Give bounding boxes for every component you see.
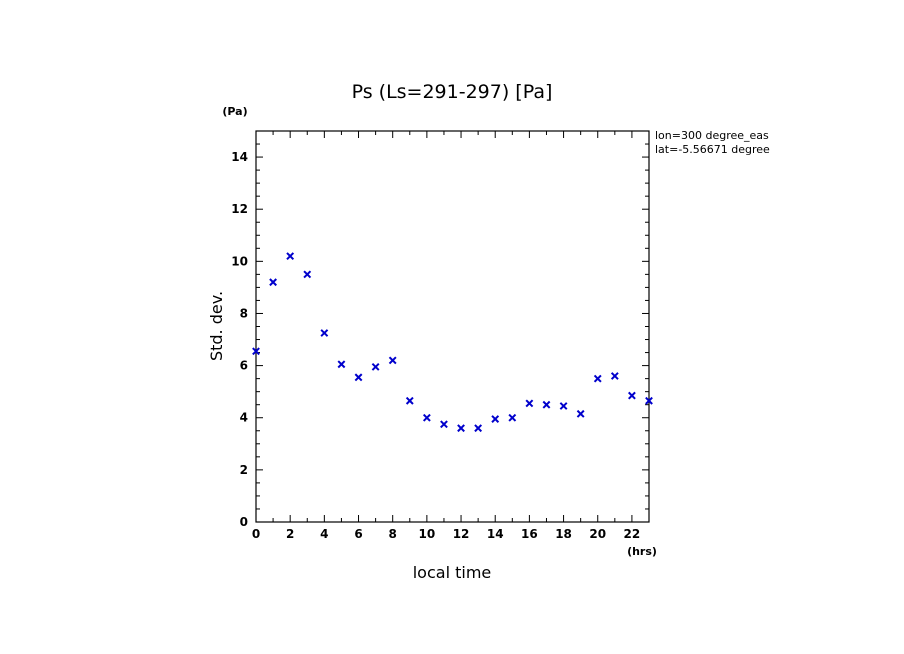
- x-tick-label: 20: [589, 527, 606, 541]
- data-point: [371, 362, 380, 371]
- data-point: [440, 420, 448, 429]
- data-markers: [252, 252, 653, 433]
- x-axis-label: local time: [413, 563, 492, 582]
- chart-title: Ps (Ls=291-297) [Pa]: [352, 81, 553, 103]
- x-tick-label: 8: [389, 527, 397, 541]
- x-tick-label: 14: [487, 527, 504, 541]
- x-unit-label: (hrs): [627, 545, 657, 558]
- x-tick-label: 18: [555, 527, 572, 541]
- plot-frame: [255, 130, 650, 523]
- data-point: [610, 372, 619, 380]
- y-tick-label: 0: [240, 515, 248, 529]
- data-point: [645, 396, 653, 405]
- data-point: [286, 252, 295, 261]
- x-tick-label: 0: [252, 527, 260, 541]
- annotation-lat: lat=-5.56671 degree: [655, 143, 770, 156]
- data-point: [303, 270, 312, 279]
- data-point: [491, 415, 500, 423]
- data-point: [593, 374, 602, 383]
- data-point: [525, 399, 534, 408]
- x-tick-label: 16: [521, 527, 538, 541]
- x-tick-label: 2: [286, 527, 294, 541]
- axis-ticks: [255, 130, 650, 523]
- y-axis-label: Std. dev.: [207, 291, 226, 361]
- x-tick-label: 10: [419, 527, 436, 541]
- data-point: [320, 329, 329, 337]
- y-tick-label: 2: [240, 463, 248, 477]
- data-point: [422, 413, 431, 422]
- data-point: [542, 400, 551, 409]
- y-tick-label: 4: [240, 411, 248, 425]
- y-tick-label: 8: [240, 306, 248, 320]
- tick-labels: 0 2 4 6 8 10 12 14 16 18 20 22 0 2 4 6 8 10 12 14: [231, 150, 640, 541]
- x-tick-label: 6: [354, 527, 362, 541]
- x-tick-label: 22: [624, 527, 641, 541]
- annotation-lon: lon=300 degree_eas: [655, 129, 769, 142]
- x-tick-label: 4: [320, 527, 328, 541]
- data-point: [269, 278, 277, 287]
- data-point: [576, 409, 585, 418]
- x-tick-label: 12: [453, 527, 470, 541]
- data-point: [405, 396, 414, 405]
- data-point: [337, 360, 346, 369]
- y-tick-label: 14: [231, 150, 248, 164]
- data-point: [388, 356, 397, 365]
- data-point: [628, 391, 636, 400]
- data-point: [474, 424, 483, 433]
- y-tick-label: 10: [231, 254, 248, 268]
- data-point: [508, 413, 517, 422]
- y-unit-label: (Pa): [222, 105, 247, 118]
- data-point: [559, 402, 568, 410]
- data-point: [354, 373, 363, 382]
- y-tick-label: 6: [240, 359, 248, 373]
- data-point: [252, 347, 260, 356]
- y-tick-label: 12: [231, 202, 248, 216]
- data-point: [457, 424, 465, 433]
